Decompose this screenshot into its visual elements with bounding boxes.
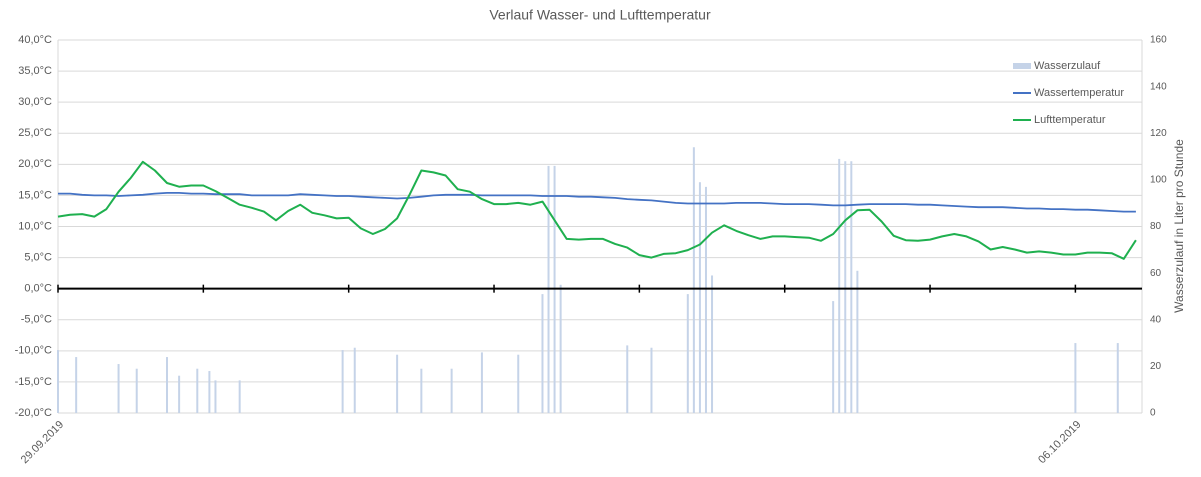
bar	[208, 371, 211, 413]
bar	[178, 375, 181, 413]
y2-tick-label: 160	[1150, 35, 1167, 46]
y2-tick-label: 60	[1150, 268, 1162, 279]
bar	[75, 357, 78, 413]
y2-tick-label: 40	[1150, 314, 1162, 325]
bar	[480, 352, 483, 413]
legend-label: Wassertemperatur	[1034, 87, 1124, 99]
y-tick-label: 20,0°C	[18, 158, 52, 170]
y-tick-label: -5,0°C	[21, 314, 52, 326]
y2-axis-title: Wasserzulauf in Liter pro Stunde	[1172, 139, 1186, 313]
y-tick-label: 5,0°C	[24, 251, 52, 263]
y-tick-label: 35,0°C	[18, 65, 52, 77]
bar	[832, 301, 835, 413]
line-series	[58, 192, 1136, 213]
bar	[704, 186, 707, 413]
line-series	[57, 160, 1137, 260]
bar	[850, 161, 853, 413]
y-tick-label: 0,0°C	[24, 283, 52, 295]
y-tick-label: 25,0°C	[18, 127, 52, 139]
bar	[686, 294, 689, 413]
bar	[692, 147, 695, 414]
y-tick-label: -20,0°C	[15, 407, 52, 419]
bar	[135, 368, 138, 413]
bar	[856, 270, 859, 413]
y2-tick-label: 80	[1150, 221, 1162, 232]
y2-tick-label: 20	[1150, 361, 1162, 372]
bar	[844, 161, 847, 413]
bar	[353, 347, 356, 413]
bar	[650, 347, 653, 413]
x-tick-label: 06.10.2019	[1036, 419, 1083, 466]
bar	[1116, 343, 1119, 413]
legend-label: Lufttemperatur	[1034, 114, 1106, 126]
y-tick-label: -10,0°C	[15, 345, 52, 357]
x-tick-label: 29.09.2019	[19, 419, 66, 466]
bar	[238, 380, 241, 413]
y-tick-label: 40,0°C	[18, 34, 52, 46]
y-tick-label: 15,0°C	[18, 189, 52, 201]
bar	[450, 368, 453, 413]
y-tick-label: 30,0°C	[18, 96, 52, 108]
bar	[420, 368, 423, 413]
bar	[57, 350, 59, 413]
bar	[396, 354, 399, 413]
y2-tick-label: 140	[1150, 81, 1167, 92]
bar	[1074, 343, 1077, 413]
bar	[117, 364, 120, 413]
legend-label: Wasserzulauf	[1034, 60, 1101, 72]
bar	[626, 345, 629, 413]
bar	[214, 380, 217, 413]
bar	[838, 158, 841, 413]
bar	[698, 182, 701, 413]
y-tick-label: 10,0°C	[18, 220, 52, 232]
legend-swatch	[1013, 63, 1031, 69]
bar	[166, 357, 169, 413]
bar	[341, 350, 344, 413]
y2-tick-label: 100	[1150, 175, 1167, 186]
bar-series	[57, 147, 1119, 414]
bar	[559, 284, 562, 413]
chart-title: Verlauf Wasser- und Lufttemperatur	[489, 7, 711, 23]
bar	[711, 275, 714, 413]
bar	[517, 354, 520, 413]
y2-tick-label: 0	[1150, 408, 1156, 419]
bar	[541, 294, 544, 413]
bar	[196, 368, 199, 413]
y-tick-label: -15,0°C	[15, 376, 52, 388]
y2-tick-label: 120	[1150, 128, 1167, 139]
